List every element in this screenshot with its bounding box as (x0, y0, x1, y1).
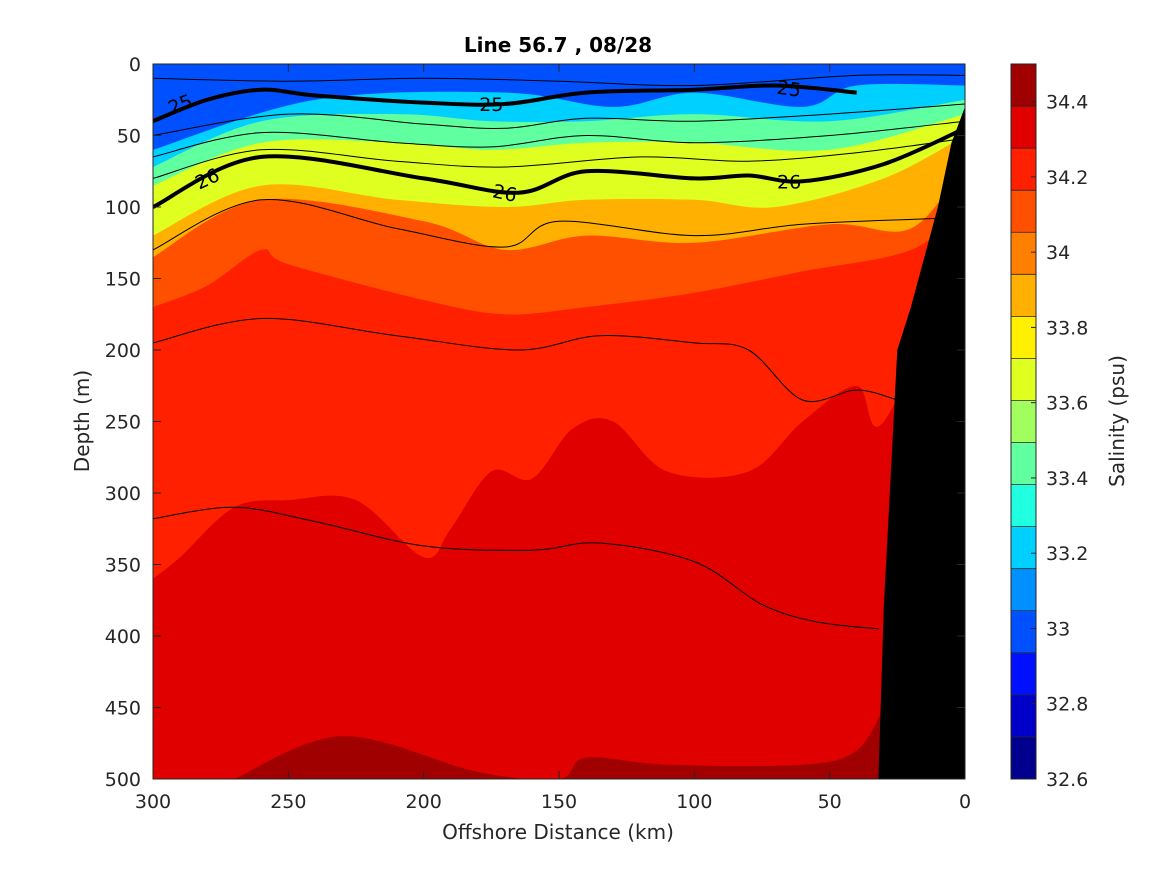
y-tick-label: 100 (105, 197, 141, 219)
colorbar-swatch (1011, 190, 1036, 233)
y-tick-label: 150 (105, 269, 141, 291)
colorbar-swatch (1011, 694, 1036, 738)
x-tick-label: 250 (270, 791, 306, 813)
y-tick-label: 450 (105, 698, 141, 720)
y-tick-label: 200 (105, 340, 141, 362)
colorbar-tick-label: 34.4 (1046, 92, 1088, 114)
x-tick-label: 0 (959, 791, 971, 813)
colorbar-swatch (1011, 148, 1036, 191)
plot-area (153, 64, 965, 779)
contour-label-text: 25 (775, 77, 802, 102)
y-tick-label: 50 (117, 126, 141, 148)
contour-label-25-1: 25 (479, 94, 503, 116)
x-tick-label: 150 (541, 791, 577, 813)
density-contours (153, 74, 965, 630)
y-tick-label: 350 (105, 555, 141, 577)
colorbar: 32.6 32.8 33 33.2 33.4 33.6 33.8 34 34.2 34.4 (1010, 63, 1088, 791)
colorbar-tick-label: 33.2 (1046, 543, 1088, 565)
colorbar-tick-label: 32.6 (1046, 769, 1088, 791)
contour-label-26-2: 26 (777, 171, 801, 193)
x-tick-label: 50 (818, 791, 842, 813)
contour-label-text: 26 (777, 171, 801, 193)
y-tick-label: 300 (105, 483, 141, 505)
colorbar-tick-label: 32.8 (1046, 694, 1088, 716)
colorbar-tick-label: 33.6 (1046, 393, 1088, 415)
bathymetry-layer (878, 106, 965, 779)
salinity-layer-7 (153, 249, 965, 779)
y-axis-label: Depth (m) (70, 370, 94, 472)
colorbar-swatch (1011, 106, 1036, 149)
y-tick-label: 500 (105, 769, 141, 791)
x-tick-label: 300 (135, 791, 171, 813)
contour-label-26-1: 26 (491, 180, 519, 207)
y-axis: 0 50 100 150 200 250 300 350 400 450 500 (105, 54, 965, 791)
colorbar-tick-label: 33 (1046, 618, 1070, 640)
colorbar-swatch (1011, 64, 1036, 107)
contour-label-text: 25 (479, 94, 503, 116)
colorbar-swatch (1011, 358, 1036, 401)
salinity-layer-8 (234, 707, 884, 779)
salinity-fill-layers (153, 64, 965, 779)
colorbar-label: Salinity (psu) (1105, 355, 1129, 487)
density-contour-2 (153, 103, 965, 136)
x-axis-label: Offshore Distance (km) (442, 820, 674, 844)
density-contour-3 (153, 120, 965, 158)
colorbar-frame (1010, 63, 1037, 780)
colorbar-swatch (1011, 736, 1036, 780)
colorbar-swatch (1011, 610, 1036, 654)
y-tick-label: 0 (129, 54, 141, 76)
colorbar-tick-label: 34 (1046, 242, 1070, 264)
colorbar-swatch (1011, 484, 1036, 528)
chart-title: Line 56.7 , 08/28 (464, 33, 652, 57)
density-contour-7 (153, 317, 898, 402)
colorbar-tick-label: 33.8 (1046, 317, 1088, 339)
colorbar-tick-label: 33.4 (1046, 468, 1088, 490)
colorbar-swatch (1011, 232, 1036, 275)
x-tick-label: 200 (406, 791, 442, 813)
colorbar-swatch (1011, 442, 1036, 486)
density-contour-0 (153, 74, 965, 87)
colorbar-swatch (1011, 568, 1036, 612)
density-contour-8 (153, 506, 879, 630)
x-axis: 300 250 200 150 100 50 0 (135, 64, 971, 813)
y-tick-label: 250 (105, 412, 141, 434)
colorbar-swatch (1011, 652, 1036, 696)
x-tick-label: 100 (676, 791, 712, 813)
contour-label-25-2: 25 (775, 77, 802, 102)
contour-label-text: 26 (491, 180, 519, 207)
colorbar-swatch (1011, 400, 1036, 444)
density-contour-6 (153, 198, 938, 251)
density-contour-1 (153, 83, 857, 124)
y-tick-label: 400 (105, 626, 141, 648)
colorbar-swatch (1011, 316, 1036, 359)
colorbar-swatch (1011, 274, 1036, 317)
colorbar-swatch (1011, 526, 1036, 570)
density-contour-4 (153, 137, 965, 179)
density-contour-5 (153, 126, 965, 209)
colorbar-tick-label: 34.2 (1046, 167, 1088, 189)
seafloor (878, 106, 965, 779)
